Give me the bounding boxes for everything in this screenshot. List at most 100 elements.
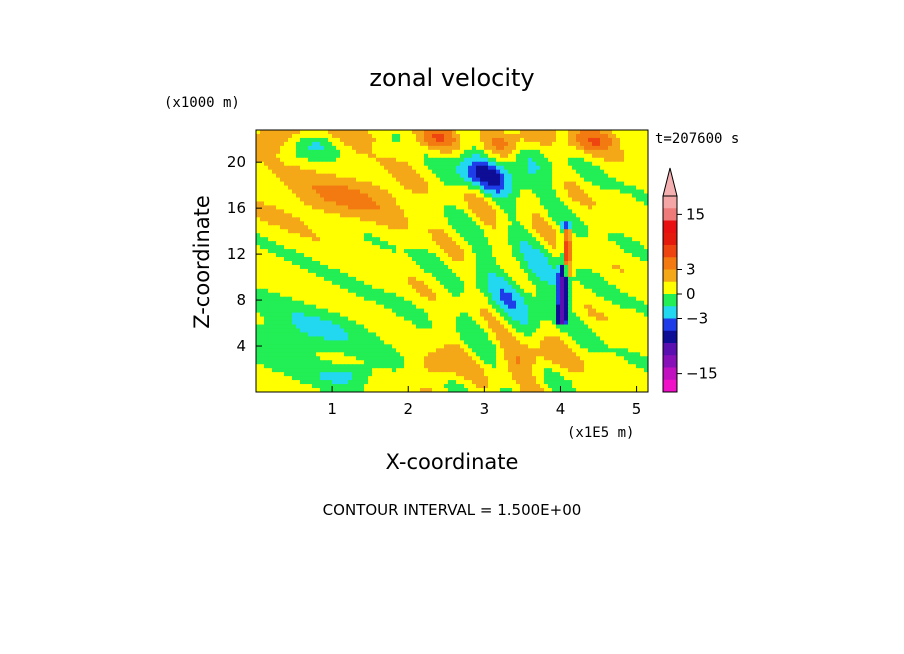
field-cell [472, 233, 477, 238]
field-cell [352, 189, 357, 195]
field-cell [556, 312, 561, 318]
field-cell [272, 197, 277, 203]
field-cell [332, 300, 337, 306]
field-cell [484, 296, 489, 302]
field-cell [464, 233, 469, 238]
field-cell [384, 153, 389, 159]
field-cell [452, 288, 457, 294]
field-cell [608, 217, 613, 222]
field-cell [344, 292, 349, 298]
field-cell [424, 264, 429, 270]
field-cell [420, 209, 425, 214]
field-cell [348, 300, 353, 306]
field-cell [548, 320, 553, 326]
field-cell [316, 328, 321, 334]
field-cell [616, 288, 621, 294]
field-cell [312, 185, 317, 191]
field-cell [384, 253, 389, 258]
field-cell [584, 328, 589, 334]
field-cell [596, 312, 601, 318]
field-cell [460, 217, 465, 222]
field-cell [632, 249, 637, 254]
field-cell [392, 205, 397, 210]
field-cell [324, 328, 329, 334]
field-cell [564, 177, 569, 183]
field-cell [328, 225, 333, 230]
field-cell [444, 261, 449, 266]
field-cell [460, 181, 465, 187]
field-cell [328, 209, 333, 214]
field-cell [292, 328, 297, 334]
field-cell [292, 133, 297, 139]
field-cell [564, 225, 569, 230]
field-cell [524, 229, 529, 234]
field-cell [368, 292, 373, 298]
field-cell [572, 173, 577, 179]
field-cell [472, 312, 477, 318]
field-cell [432, 145, 437, 151]
field-cell [512, 141, 517, 147]
field-cell [616, 193, 621, 199]
field-cell [336, 229, 341, 234]
field-cell [608, 213, 613, 218]
field-cell [600, 261, 605, 266]
field-cell [608, 161, 613, 167]
field-cell [480, 296, 485, 302]
field-cell [552, 237, 557, 242]
field-cell [476, 225, 481, 230]
field-cell [456, 288, 461, 294]
field-cell [456, 229, 461, 234]
field-cell [444, 328, 449, 334]
field-cell [564, 288, 569, 294]
field-cell [360, 221, 365, 226]
field-cell [408, 292, 413, 298]
field-cell [320, 276, 325, 282]
field-cell [540, 296, 545, 302]
field-cell [564, 308, 569, 314]
field-cell [320, 225, 325, 230]
field-cell [384, 133, 389, 139]
field-cell [628, 185, 633, 191]
field-cell [568, 249, 573, 254]
field-cell [372, 161, 377, 167]
field-cell [380, 173, 385, 179]
field-cell [592, 197, 597, 203]
field-cell [612, 324, 617, 330]
field-cell [524, 157, 529, 163]
field-cell [584, 316, 589, 322]
field-cell [528, 237, 533, 242]
field-cell [472, 292, 477, 298]
field-cell [516, 189, 521, 195]
field-cell [336, 205, 341, 210]
field-cell [256, 157, 261, 163]
field-cell [396, 308, 401, 314]
field-cell [352, 268, 357, 274]
field-cell [436, 201, 441, 207]
field-cell [616, 217, 621, 222]
field-cell [288, 145, 293, 151]
field-cell [472, 169, 477, 175]
field-cell [616, 169, 621, 175]
field-cell [552, 157, 557, 163]
field-cell [556, 197, 561, 203]
field-cell [476, 237, 481, 242]
field-cell [328, 145, 333, 151]
field-cell [536, 296, 541, 302]
field-cell [632, 181, 637, 187]
field-cell [568, 253, 573, 258]
field-cell [272, 257, 277, 262]
field-cell [476, 292, 481, 298]
field-cell [540, 221, 545, 226]
field-cell [448, 213, 453, 218]
field-cell [320, 153, 325, 159]
field-cell [344, 205, 349, 210]
field-cell [436, 237, 441, 242]
field-cell [636, 225, 641, 230]
field-cell [308, 324, 313, 330]
field-cell [292, 185, 297, 191]
field-cell [336, 145, 341, 151]
field-cell [456, 245, 461, 250]
field-cell [608, 137, 613, 143]
field-cell [588, 153, 593, 159]
field-cell [260, 237, 265, 242]
